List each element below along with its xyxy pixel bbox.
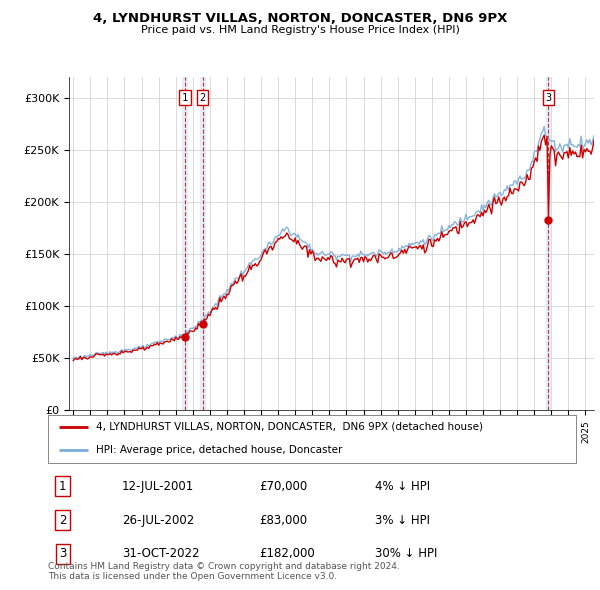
Text: 4, LYNDHURST VILLAS, NORTON, DONCASTER,  DN6 9PX (detached house): 4, LYNDHURST VILLAS, NORTON, DONCASTER, … (95, 422, 482, 432)
Text: 4, LYNDHURST VILLAS, NORTON, DONCASTER, DN6 9PX: 4, LYNDHURST VILLAS, NORTON, DONCASTER, … (93, 12, 507, 25)
Text: HPI: Average price, detached house, Doncaster: HPI: Average price, detached house, Donc… (95, 445, 342, 455)
Text: 3% ↓ HPI: 3% ↓ HPI (376, 513, 430, 527)
Text: 12-JUL-2001: 12-JUL-2001 (122, 480, 194, 493)
Text: Contains HM Land Registry data © Crown copyright and database right 2024.
This d: Contains HM Land Registry data © Crown c… (48, 562, 400, 581)
Text: 2: 2 (199, 93, 206, 103)
Bar (182, 77, 187, 410)
Bar (546, 77, 551, 410)
Text: £182,000: £182,000 (259, 547, 315, 560)
Text: Price paid vs. HM Land Registry's House Price Index (HPI): Price paid vs. HM Land Registry's House … (140, 25, 460, 35)
Text: 1: 1 (182, 93, 188, 103)
Text: 4% ↓ HPI: 4% ↓ HPI (376, 480, 430, 493)
Text: 1: 1 (59, 480, 67, 493)
Text: 3: 3 (545, 93, 551, 103)
Text: 3: 3 (59, 547, 67, 560)
Text: £70,000: £70,000 (259, 480, 307, 493)
Text: 31-OCT-2022: 31-OCT-2022 (122, 547, 199, 560)
Text: £83,000: £83,000 (259, 513, 307, 527)
Text: 2: 2 (59, 513, 67, 527)
Bar (200, 77, 205, 410)
Text: 30% ↓ HPI: 30% ↓ HPI (376, 547, 438, 560)
Text: 26-JUL-2002: 26-JUL-2002 (122, 513, 194, 527)
